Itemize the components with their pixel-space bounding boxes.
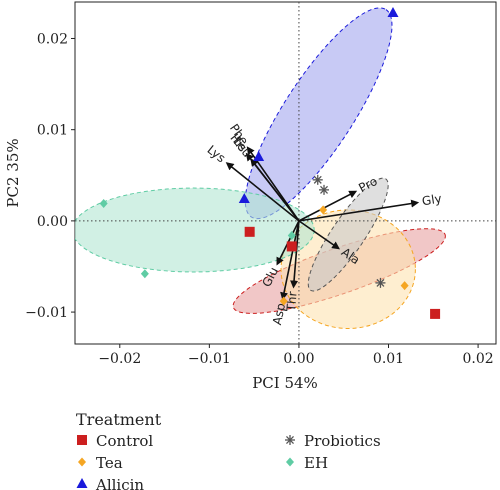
point-eh-3 (287, 230, 296, 240)
loading-label-gly: Gly (421, 191, 443, 208)
point-control-3 (430, 308, 441, 319)
ellipse-eh (75, 187, 315, 273)
point-allicin-1 (387, 6, 399, 17)
legend-marker-control (77, 435, 87, 445)
legend-marker-allicin (76, 478, 88, 488)
loading-arrow-leu (250, 158, 300, 222)
point-probiotics-2 (375, 277, 386, 288)
y-tick-label: 0.02 (37, 31, 68, 47)
y-axis-title: PC2 35% (4, 138, 22, 207)
x-tick-label: 0.02 (462, 351, 493, 367)
point-tea-2 (400, 281, 409, 291)
loading-label-thr: Thr (284, 291, 300, 313)
x-axis-title: PCI 54% (252, 374, 318, 392)
x-tick-label: 0.00 (283, 351, 314, 367)
point-tea-1 (319, 205, 328, 215)
loading-asp: Asp (270, 220, 300, 326)
loading-arrow-ala (298, 220, 340, 250)
y-tick-label: −0.01 (25, 305, 68, 321)
legend-item-tea: Tea (78, 454, 123, 472)
legend-marker-eh (286, 457, 294, 467)
legend-item-allicin: Allicin (76, 476, 144, 490)
loading-arrow-gly (298, 199, 420, 222)
loading-arrow-pro (298, 190, 358, 222)
legend-item-control: Control (77, 432, 153, 450)
loading-arrow-thr (290, 220, 300, 289)
loading-label-lys: Lys (205, 143, 229, 166)
legend-label-allicin: Allicin (95, 476, 144, 490)
reference-lines (75, 2, 496, 344)
loading-arrow-asp (280, 220, 300, 301)
loading-gly: Gly (298, 191, 443, 222)
legend: Treatment Control Tea Allicin Probiotics EH (76, 410, 381, 490)
point-eh-2 (140, 269, 149, 279)
x-tick-label: −0.01 (188, 351, 231, 367)
legend-item-eh: EH (286, 454, 328, 472)
legend-label-tea: Tea (96, 454, 123, 472)
point-allicin-2 (253, 151, 265, 162)
y-axis: −0.01 0.00 0.01 0.02 (25, 31, 75, 321)
legend-marker-tea (78, 457, 86, 467)
x-tick-label: −0.02 (98, 351, 141, 367)
legend-label-control: Control (96, 432, 153, 450)
point-probiotics-3 (312, 174, 323, 185)
point-control-1 (244, 226, 255, 237)
legend-label-probiotics: Probiotics (304, 432, 381, 450)
legend-item-probiotics: Probiotics (285, 432, 381, 450)
point-allicin-3 (238, 192, 250, 203)
point-tea-3 (279, 296, 288, 306)
points-layer (99, 6, 441, 319)
ellipse-probiotics (307, 177, 389, 292)
loading-thr: Thr (284, 220, 300, 313)
point-eh-1 (99, 199, 108, 209)
loading-label-asp: Asp (270, 302, 288, 326)
y-tick-label: 0.01 (37, 123, 68, 139)
legend-label-eh: EH (304, 454, 328, 472)
legend-title: Treatment (76, 410, 162, 429)
x-axis: −0.02 −0.01 0.00 0.01 0.02 (98, 344, 494, 367)
x-tick-label: 0.01 (373, 351, 404, 367)
loading-arrow-lys (225, 162, 300, 222)
point-control-2 (286, 241, 297, 252)
legend-marker-probiotics (285, 435, 295, 445)
plot-panel (74, 1, 497, 345)
y-tick-label: 0.00 (37, 214, 68, 230)
point-probiotics-1 (319, 184, 330, 195)
